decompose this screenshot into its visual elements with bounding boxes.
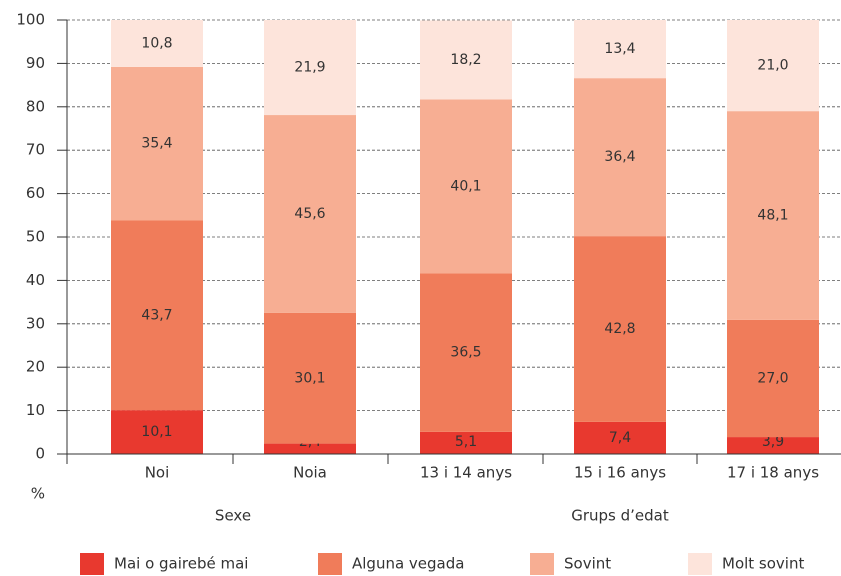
data-label: 13,4 xyxy=(604,41,635,57)
bar-segment xyxy=(111,20,203,67)
legend-label: Sovint xyxy=(564,555,611,573)
data-label: 7,4 xyxy=(609,430,631,446)
legend-label: Mai o gairebé mai xyxy=(114,555,248,573)
data-label: 42,8 xyxy=(604,321,635,337)
bar-segment xyxy=(727,437,819,454)
bar-segment xyxy=(420,273,512,432)
bar-segment xyxy=(111,220,203,411)
y-tick-label: 90 xyxy=(26,54,45,72)
x-tick-label: Noia xyxy=(293,464,327,482)
y-tick-label: 20 xyxy=(26,358,45,376)
data-label: 27,0 xyxy=(757,370,788,386)
data-label: 21,0 xyxy=(757,58,788,74)
x-tick-label: 15 i 16 anys xyxy=(574,464,666,482)
data-label: 18,2 xyxy=(450,52,481,68)
legend-swatch xyxy=(318,553,342,575)
bar-segment xyxy=(264,20,356,116)
bar-segment xyxy=(111,66,203,221)
data-label: 30,1 xyxy=(294,370,325,386)
bar-segment xyxy=(727,319,819,438)
y-tick-label: 60 xyxy=(26,184,45,202)
x-tick-label: 13 i 14 anys xyxy=(420,464,512,482)
legend-label: Alguna vegada xyxy=(352,555,464,573)
data-label: 3,9 xyxy=(762,434,784,450)
legend-swatch xyxy=(688,553,712,575)
y-axis-label: % xyxy=(31,485,45,503)
data-label: 5,1 xyxy=(455,434,477,450)
bar-segment xyxy=(727,111,819,320)
y-tick-label: 0 xyxy=(35,445,45,463)
bar-segment xyxy=(574,78,666,237)
data-label: 35,4 xyxy=(141,136,172,152)
y-tick-label: 50 xyxy=(26,228,45,246)
data-label: 48,1 xyxy=(757,208,788,224)
data-label: 21,9 xyxy=(294,60,325,76)
bar-segment xyxy=(264,312,356,444)
bar-segment xyxy=(420,20,512,100)
data-label: 45,6 xyxy=(294,206,325,222)
data-label: 40,1 xyxy=(450,178,481,194)
group-label: Sexe xyxy=(215,507,251,525)
bar-segment xyxy=(420,99,512,274)
data-label: 10,8 xyxy=(141,35,172,51)
y-tick-label: 100 xyxy=(16,11,45,29)
y-tick-label: 10 xyxy=(26,401,45,419)
y-tick-label: 40 xyxy=(26,271,45,289)
y-tick-label: 30 xyxy=(26,314,45,332)
y-tick-label: 70 xyxy=(26,141,45,159)
legend-swatch xyxy=(80,553,104,575)
bar-segment xyxy=(574,236,666,422)
data-label: 36,4 xyxy=(604,149,635,165)
bar-segment xyxy=(727,20,819,112)
legend-swatch xyxy=(530,553,554,575)
x-tick-label: Noi xyxy=(145,464,170,482)
group-label: Grups d’edat xyxy=(571,507,669,525)
data-label: 10,1 xyxy=(141,424,172,440)
legend-label: Molt sovint xyxy=(722,555,804,573)
bar-segment xyxy=(264,443,356,454)
data-label: 36,5 xyxy=(450,345,481,361)
bar-segment xyxy=(264,115,356,313)
bar-segment xyxy=(574,20,666,79)
bar-segment xyxy=(111,410,203,454)
bar-segment xyxy=(420,431,512,454)
data-label: 43,7 xyxy=(141,307,172,323)
x-tick-label: 17 i 18 anys xyxy=(727,464,819,482)
bar-segment xyxy=(574,421,666,454)
y-tick-label: 80 xyxy=(26,97,45,115)
